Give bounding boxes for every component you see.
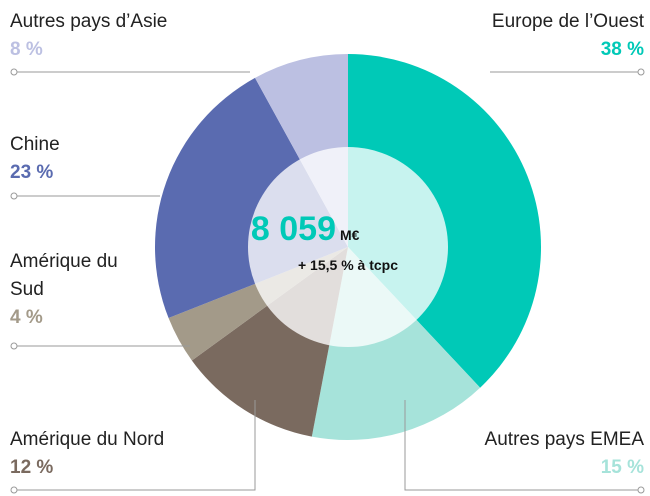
category-label: Autres pays EMEA — [484, 429, 644, 450]
inner-disc — [248, 147, 448, 347]
center-value: 8 059 — [251, 210, 336, 248]
center-note: + 15,5 % à tcpc — [298, 257, 398, 273]
value-label: 15 % — [600, 457, 644, 478]
leader-dot — [10, 486, 18, 494]
category-label: Europe de l’Ouest — [491, 11, 644, 32]
leader-dot — [10, 342, 18, 350]
label: Europe de l’Ouest 38 % — [424, 8, 644, 64]
value-label: 12 % — [10, 457, 54, 478]
label: Amérique du Nord 12 % — [10, 426, 230, 482]
value-label: 38 % — [600, 39, 644, 60]
leader-dot — [637, 486, 645, 494]
label: Amérique du Sud 4 % — [10, 248, 125, 332]
leader-line — [14, 400, 256, 491]
value-label: 23 % — [10, 162, 54, 183]
category-label: Chine — [10, 134, 60, 155]
value-label: 8 % — [10, 39, 43, 60]
leader-dot — [10, 192, 18, 200]
label: Autres pays EMEA 15 % — [424, 426, 644, 482]
leader-dot — [637, 68, 645, 76]
center-unit: M€ — [340, 227, 360, 243]
value-label: 4 % — [10, 307, 43, 328]
label: Chine 23 % — [10, 131, 230, 187]
category-label: Amérique du Nord — [10, 429, 165, 450]
category-label: Amérique du Sud — [10, 251, 118, 300]
leader-dot — [10, 68, 18, 76]
leader-line — [404, 400, 641, 491]
label: Autres pays d’Asie 8 % — [10, 8, 270, 64]
category-label: Autres pays d’Asie — [10, 11, 168, 32]
